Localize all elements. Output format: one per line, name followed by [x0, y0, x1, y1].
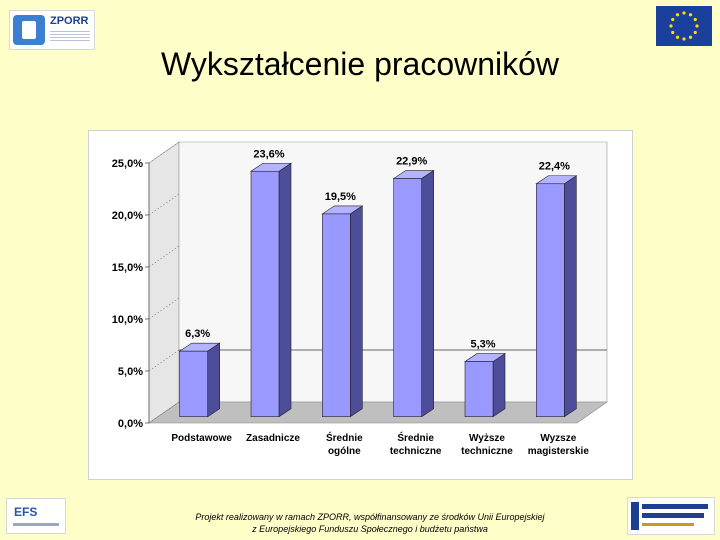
- zporr-logo: ZPORR: [9, 10, 95, 50]
- eu-star-icon: [682, 37, 686, 41]
- eu-star-icon: [688, 13, 693, 17]
- bar-value-label: 5,3%: [470, 339, 495, 351]
- x-category-label: ogólne: [328, 446, 361, 457]
- eu-star-icon: [675, 13, 680, 17]
- eu-flag-icon: [656, 6, 712, 46]
- zporr-logo-text: ZPORR: [50, 15, 89, 27]
- bar-side: [207, 342, 220, 418]
- eu-star-icon: [669, 24, 673, 28]
- x-category-label: techniczne: [461, 446, 513, 457]
- footer-note: Projekt realizowany w ramach ZPORR, wspó…: [160, 511, 580, 535]
- bar-side: [492, 353, 506, 418]
- eu-star-icon: [675, 35, 680, 39]
- bar: [322, 213, 351, 418]
- bar-value-label: 22,4%: [539, 161, 570, 173]
- bar-value-label: 6,3%: [185, 328, 210, 340]
- y-gridline-diagonal: [148, 349, 180, 372]
- bar-value-label: 23,6%: [253, 148, 284, 160]
- x-category-label: Wyzsze: [540, 433, 576, 444]
- footer-note-line-1: Projekt realizowany w ramach ZPORR, wspó…: [195, 512, 545, 522]
- x-category-label: Średnie: [397, 431, 434, 444]
- bar: [464, 361, 494, 418]
- page-title: Wykształcenie pracowników: [160, 46, 560, 82]
- bar: [393, 178, 422, 418]
- bar-side: [421, 169, 434, 418]
- y-tick-label: 5,0%: [118, 366, 143, 378]
- y-gridline-diagonal: [148, 245, 180, 268]
- footer-note-line-2: z Europejskiego Funduszu Społecznego i b…: [252, 524, 488, 534]
- bar-value-label: 22,9%: [396, 156, 427, 168]
- eu-star-icon: [671, 17, 675, 22]
- bar-side: [350, 205, 363, 418]
- eu-star-icon: [693, 17, 697, 22]
- eu-star-icon: [688, 35, 693, 39]
- zporr-logo-icon: [13, 15, 45, 45]
- y-tick-label: 10,0%: [112, 314, 143, 326]
- y-gridline-diagonal: [148, 401, 180, 424]
- y-tick-label: 20,0%: [112, 210, 143, 222]
- bar: [250, 170, 280, 418]
- x-category-label: Średnie: [326, 431, 363, 444]
- bar: [536, 183, 565, 418]
- eu-star-icon: [693, 30, 697, 35]
- bar: [179, 350, 208, 417]
- x-category-label: magisterskie: [528, 446, 590, 457]
- y-gridline-diagonal: [148, 193, 180, 216]
- bar-chart: 0,0% 5,0% 10,0% 15,0% 20,0% 25,0% 6,3% Podstawo…: [112, 141, 608, 457]
- y-tick-label: 15,0%: [112, 262, 143, 274]
- bar-side: [278, 162, 292, 418]
- x-category-label: Wyższe: [469, 433, 505, 444]
- chart-container: 0,0% 5,0% 10,0% 15,0% 20,0% 25,0% 6,3% Podstawo…: [88, 130, 633, 480]
- eu-star-icon: [695, 24, 699, 28]
- x-category-label: techniczne: [390, 446, 442, 457]
- bar-side: [564, 175, 577, 418]
- y-tick-label: 25,0%: [112, 158, 143, 170]
- x-category-label: Podstawowe: [171, 433, 232, 444]
- efs-logo: EFS: [6, 498, 66, 534]
- bar-value-label: 19,5%: [325, 191, 356, 203]
- x-category-label: Zasadnicze: [246, 433, 300, 444]
- y-gridline-diagonal: [148, 297, 180, 320]
- chart-side-wall: [148, 141, 180, 424]
- eu-star-icon: [671, 30, 675, 35]
- y-gridline-diagonal: [148, 141, 180, 164]
- efs-logo-text: EFS: [14, 505, 38, 519]
- eu-star-icon: [682, 11, 686, 15]
- europejski-fundusz-logo: [627, 497, 715, 535]
- y-tick-label: 0,0%: [118, 418, 143, 430]
